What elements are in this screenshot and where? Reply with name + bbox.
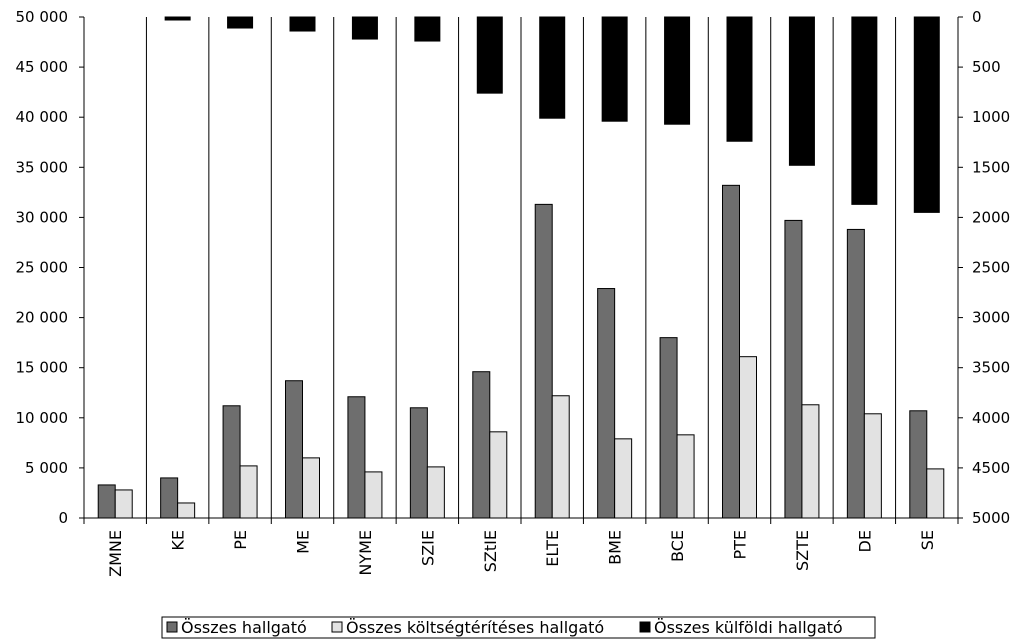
- left-tick-label: 35 000: [16, 158, 69, 176]
- category-label: BME: [606, 530, 625, 565]
- bar-osszes-hallgato: [534, 203, 553, 519]
- right-tick-label: 4000: [972, 409, 1010, 427]
- bar-koltsegterites: [489, 431, 508, 519]
- bar-koltsegterites: [551, 395, 570, 519]
- bar-koltsegterites: [364, 471, 383, 519]
- right-tick-label: 3500: [972, 359, 1010, 377]
- bar-koltsegterites: [302, 457, 320, 519]
- bar-kulfoldi: [414, 16, 441, 42]
- bar-kulfoldi: [601, 16, 628, 122]
- bar-kulfoldi: [664, 16, 691, 125]
- right-tick-label: 0: [972, 8, 982, 26]
- left-tick-label: 25 000: [16, 259, 69, 277]
- bar-koltsegterites: [863, 413, 882, 519]
- right-tick-label: 4500: [972, 459, 1010, 477]
- bar-osszes-hallgato: [784, 219, 803, 519]
- right-tick-label: 5000: [972, 509, 1010, 527]
- legend-label: Összes költségtérítéses hallgató: [346, 618, 604, 637]
- bar-osszes-hallgato: [285, 380, 303, 519]
- category-label: BCE: [668, 530, 687, 562]
- left-tick-label: 50 000: [16, 8, 69, 26]
- category-label: SE: [918, 530, 937, 550]
- bar-koltsegterites: [177, 502, 196, 519]
- bar-kulfoldi: [851, 16, 878, 205]
- bar-osszes-hallgato: [846, 228, 865, 519]
- legend-swatch: [166, 621, 178, 633]
- bar-koltsegterites: [614, 438, 633, 519]
- bar-kulfoldi: [539, 16, 566, 119]
- category-label: SZIE: [418, 530, 437, 566]
- bar-koltsegterites: [114, 489, 133, 519]
- right-tick-label: 1000: [972, 108, 1010, 126]
- left-tick-label: 0: [58, 509, 68, 527]
- bar-osszes-hallgato: [472, 371, 491, 519]
- left-tick-label: 5 000: [25, 459, 68, 477]
- bar-osszes-hallgato: [347, 396, 366, 519]
- bar-koltsegterites: [739, 356, 757, 519]
- legend-swatch: [331, 621, 343, 633]
- category-label: ME: [294, 530, 313, 554]
- right-tick-label: 2500: [972, 259, 1010, 277]
- legend-label: Összes hallgató: [181, 618, 307, 637]
- bar-koltsegterites: [426, 466, 445, 519]
- bar-kulfoldi: [726, 16, 753, 142]
- left-tick-label: 10 000: [16, 409, 69, 427]
- right-tick-label: 500: [972, 58, 1001, 76]
- category-label: KE: [169, 530, 188, 551]
- left-tick-label: 15 000: [16, 359, 69, 377]
- bar-osszes-hallgato: [722, 184, 740, 519]
- right-tick-label: 3000: [972, 309, 1010, 327]
- right-tick-label: 2000: [972, 208, 1010, 226]
- bar-koltsegterites: [239, 465, 258, 519]
- left-tick-label: 45 000: [16, 58, 69, 76]
- bar-koltsegterites: [801, 404, 820, 519]
- right-tick-label: 1500: [972, 158, 1010, 176]
- category-label: SZTE: [793, 530, 812, 571]
- left-tick-label: 30 000: [16, 208, 69, 226]
- bar-osszes-hallgato: [222, 405, 241, 519]
- category-label: ZMNE: [106, 530, 125, 577]
- bar-osszes-hallgato: [597, 288, 616, 519]
- bar-osszes-hallgato: [659, 337, 678, 519]
- bar-kulfoldi: [289, 16, 316, 32]
- bar-kulfoldi: [788, 16, 815, 166]
- bar-koltsegterites: [926, 468, 945, 519]
- category-label: SZtIE: [481, 530, 500, 572]
- bar-koltsegterites: [676, 434, 695, 519]
- bar-osszes-hallgato: [409, 407, 428, 519]
- bar-kulfoldi: [164, 16, 191, 21]
- category-label: NYME: [356, 530, 375, 576]
- bar-osszes-hallgato: [160, 477, 179, 519]
- bar-kulfoldi: [913, 16, 940, 213]
- category-label: ELTE: [543, 530, 562, 567]
- left-tick-label: 20 000: [16, 309, 69, 327]
- legend-label: Összes külföldi hallgató: [654, 618, 843, 637]
- bar-kulfoldi: [476, 16, 503, 94]
- category-label: DE: [855, 530, 874, 552]
- bar-kulfoldi: [227, 16, 254, 29]
- category-label: PTE: [731, 530, 750, 560]
- bar-osszes-hallgato: [909, 410, 928, 519]
- bar-kulfoldi: [351, 16, 378, 40]
- legend-swatch: [639, 621, 651, 633]
- left-tick-label: 40 000: [16, 108, 69, 126]
- bar-osszes-hallgato: [97, 484, 116, 519]
- category-label: PE: [231, 530, 250, 550]
